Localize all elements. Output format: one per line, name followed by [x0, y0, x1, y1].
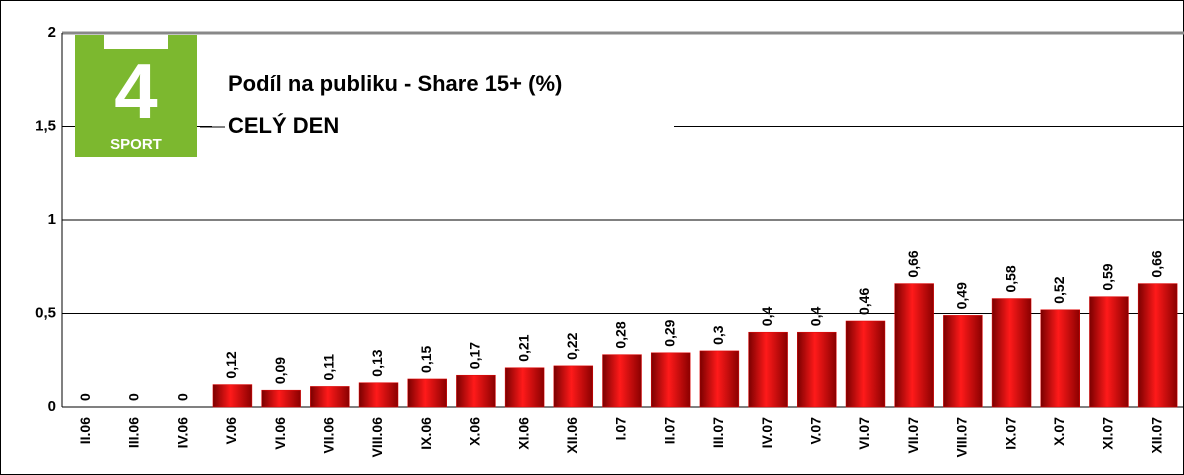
- x-tick-label: VII.07: [905, 417, 921, 454]
- x-tick-label: VI.06: [272, 417, 288, 450]
- bar: [456, 374, 496, 408]
- x-tick-label: VIII.07: [954, 417, 970, 458]
- x-tick-label: X.06: [467, 417, 483, 446]
- value-label: 0,59: [1100, 263, 1116, 290]
- x-tick-label: IV.06: [174, 417, 190, 449]
- value-label: 0,11: [321, 354, 337, 381]
- value-label: 0,17: [467, 342, 483, 369]
- value-label: 0: [77, 393, 93, 401]
- x-tick-label: VIII.06: [369, 417, 385, 458]
- value-label: 0,46: [856, 288, 872, 315]
- x-tick-label: II.07: [661, 417, 677, 444]
- bar: [650, 352, 691, 408]
- value-label: 0,29: [661, 319, 677, 346]
- bar: [212, 384, 253, 408]
- bar: [1040, 309, 1080, 408]
- y-tick-label: 0: [48, 398, 56, 415]
- value-label: 0,4: [759, 307, 775, 327]
- value-label: 0,09: [272, 357, 288, 384]
- x-tick-label: II.06: [77, 417, 93, 444]
- x-tick-label: IX.07: [1002, 417, 1018, 450]
- chart-title: Podíl na publiku - Share 15+ (%): [228, 71, 562, 96]
- y-tick-label: 0,5: [35, 304, 56, 321]
- x-tick-label: XI.06: [515, 417, 531, 450]
- value-label: 0,21: [515, 334, 531, 361]
- bar: [748, 331, 788, 408]
- x-tick-label: III.06: [126, 417, 142, 448]
- y-tick-label: 2: [48, 24, 56, 41]
- x-tick-label: X.07: [1051, 417, 1067, 446]
- value-label: 0: [126, 393, 142, 401]
- bar: [894, 283, 934, 408]
- x-tick-label: VII.06: [321, 417, 337, 454]
- bar: [699, 350, 740, 408]
- value-label: 0,49: [954, 282, 970, 309]
- y-tick-label: 1: [48, 211, 56, 228]
- x-tick-label: IX.06: [418, 417, 434, 450]
- bar: [358, 382, 399, 408]
- x-tick-label: XII.06: [564, 417, 580, 454]
- bar: [261, 389, 301, 408]
- title-box: [212, 60, 674, 160]
- value-label: 0,13: [369, 349, 385, 376]
- value-label: 0,66: [905, 250, 921, 277]
- bar: [797, 331, 837, 408]
- x-tick-label: V.06: [223, 417, 239, 445]
- value-label: 0: [174, 393, 190, 401]
- bar: [553, 365, 594, 408]
- logo: [75, 35, 197, 157]
- logo-notch: [104, 35, 168, 49]
- bar: [310, 386, 350, 408]
- x-tick-label: V.07: [807, 417, 823, 445]
- value-label: 0,12: [223, 351, 239, 378]
- value-label: 0,28: [613, 321, 629, 348]
- value-label: 0,15: [418, 345, 434, 372]
- y-tick-label: 1,5: [35, 117, 56, 134]
- value-label: 0,3: [710, 325, 726, 345]
- x-tick-label: VI.07: [856, 417, 872, 450]
- logo-number: 4: [114, 47, 157, 135]
- bar: [1137, 283, 1178, 408]
- value-label: 0,4: [807, 307, 823, 327]
- value-label: 0,66: [1148, 250, 1164, 277]
- value-label: 0,52: [1051, 276, 1067, 303]
- bar: [845, 320, 886, 408]
- bars: [212, 283, 1178, 408]
- bar: [991, 298, 1032, 408]
- bar: [602, 354, 642, 408]
- x-tick-label: XI.07: [1100, 417, 1116, 450]
- logo-text: SPORT: [110, 136, 162, 153]
- value-label: 0,58: [1002, 265, 1018, 292]
- bar: [1089, 296, 1129, 408]
- bar: [407, 378, 447, 408]
- x-tick-label: IV.07: [759, 417, 775, 449]
- bar: [504, 367, 545, 408]
- x-tick-label: I.07: [613, 417, 629, 441]
- x-tick-label: III.07: [710, 417, 726, 448]
- x-tick-label: XII.07: [1148, 417, 1164, 454]
- chart-subtitle: CELÝ DEN: [228, 113, 339, 138]
- value-label: 0,22: [564, 332, 580, 359]
- bar: [943, 315, 983, 408]
